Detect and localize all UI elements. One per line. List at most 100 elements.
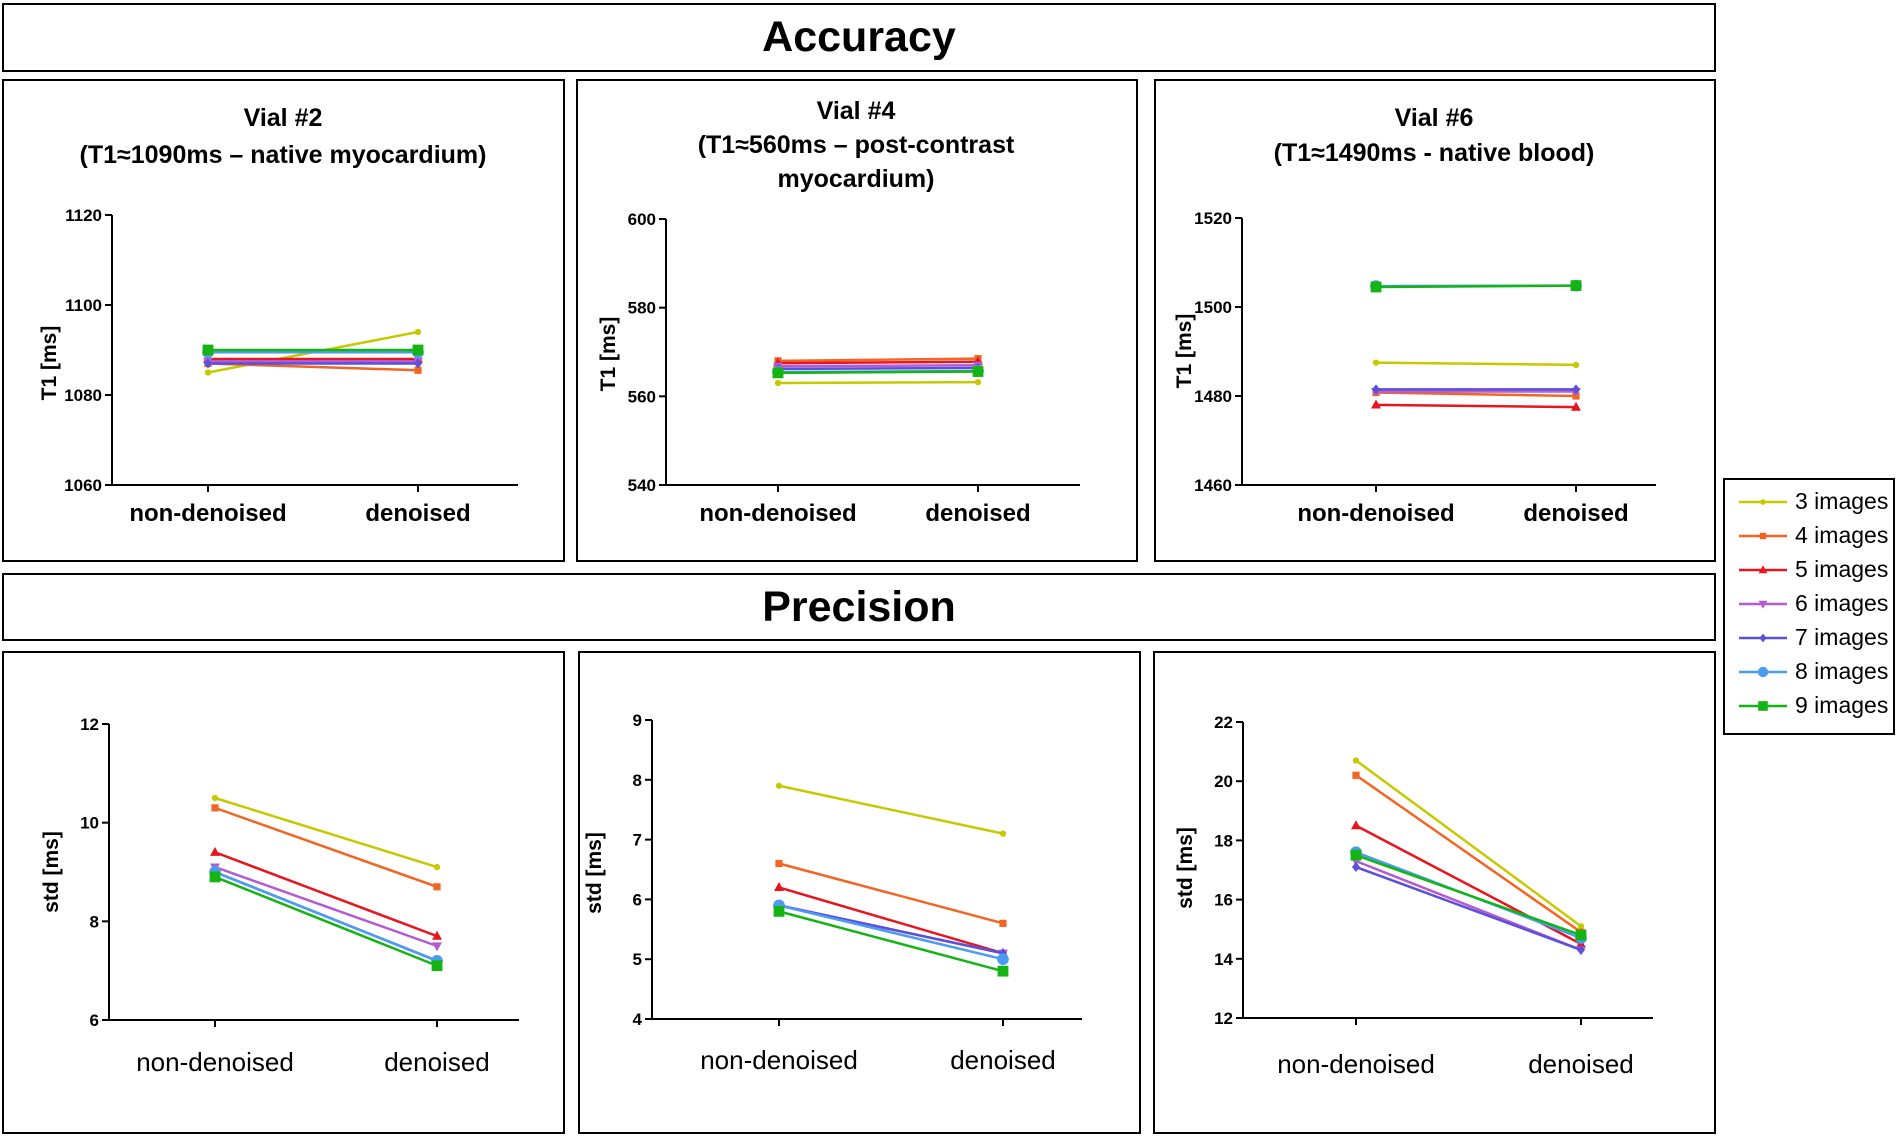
series-line — [778, 784, 1004, 835]
data-point — [1371, 399, 1381, 409]
legend-swatch — [1739, 666, 1787, 678]
x-category-label: non-denoised — [1277, 1049, 1435, 1079]
y-tick-label: 1460 — [1194, 476, 1232, 495]
data-point — [1571, 401, 1581, 411]
data-point — [431, 960, 443, 972]
y-axis-label: std [ms] — [40, 831, 63, 913]
data-point — [211, 804, 219, 812]
y-tick-label: 6 — [90, 1011, 99, 1030]
x-category-label: denoised — [925, 500, 1030, 527]
legend-item: 6 images — [1725, 588, 1895, 618]
series-line — [777, 357, 979, 363]
data-point — [211, 794, 219, 802]
y-tick-label: 1500 — [1194, 298, 1232, 317]
accuracy-banner: Accuracy — [2, 3, 1716, 72]
legend-label: 5 images — [1795, 556, 1889, 582]
data-point — [1352, 771, 1360, 779]
legend-item: 8 images — [1725, 656, 1895, 686]
chart-title-line: Vial #2 — [244, 104, 323, 132]
accuracy-panel-vial-2: Vial #2 (T1≈1090ms – native myocardium) 10… — [2, 79, 565, 562]
data-point — [1370, 281, 1382, 293]
chart-svg: 4 5 6 7 8 9 non-denoised denoised std [ms] — [583, 711, 1082, 1075]
legend-marker — [1757, 666, 1769, 678]
y-tick-label: 9 — [633, 711, 642, 730]
y-tick-label: 14 — [1214, 950, 1233, 969]
y-tick-label: 540 — [628, 476, 656, 495]
data-point — [773, 905, 785, 917]
data-point — [414, 366, 422, 374]
data-point — [997, 953, 1009, 966]
data-point — [974, 378, 982, 386]
legend-label: 3 images — [1795, 488, 1889, 514]
y-tick-label: 600 — [628, 210, 656, 229]
series-line — [778, 862, 1004, 925]
data-point — [1577, 923, 1585, 930]
series-line — [214, 806, 438, 888]
chart-title-line: Vial #4 — [817, 97, 896, 125]
legend-label: 6 images — [1795, 590, 1889, 616]
series-line — [214, 875, 438, 967]
data-point — [1352, 757, 1360, 764]
series-line — [214, 796, 438, 869]
y-tick-label: 16 — [1214, 891, 1233, 910]
chart-title-line: Vial #6 — [1395, 104, 1474, 132]
x-category-label: non-denoised — [1297, 500, 1454, 527]
precision-panel-vial-4: 4 5 6 7 8 9 non-denoised denoised std [ms] — [578, 651, 1141, 1134]
precision-panel-vial-2: 6 8 10 12 non-denoised denoised std [ms] — [2, 651, 565, 1134]
data-point — [413, 358, 423, 369]
data-point — [999, 919, 1007, 927]
series-line — [1375, 284, 1577, 289]
y-axis-label: std [ms] — [1174, 827, 1197, 909]
data-point — [1571, 384, 1581, 395]
chart-svg: Vial #6 (T1≈1490ms - native blood) 1460 148… — [1173, 104, 1656, 527]
legend-item: 3 images — [1725, 486, 1895, 516]
legend-swatch — [1739, 499, 1787, 505]
data-point — [1576, 944, 1586, 955]
y-tick-label: 6 — [633, 890, 642, 909]
y-tick-label: 1480 — [1194, 387, 1232, 406]
data-point — [202, 344, 214, 356]
data-point — [1575, 929, 1587, 941]
chart-svg: Vial #2 (T1≈1090ms – native myocardium) 10… — [38, 104, 518, 527]
legend-label: 4 images — [1795, 522, 1889, 548]
series-line — [777, 364, 979, 368]
y-axis-label: T1 [ms] — [38, 326, 61, 401]
data-point — [772, 367, 784, 379]
x-category-label: denoised — [1528, 1049, 1634, 1079]
series-line — [1355, 865, 1582, 952]
chart-title-line: (T1≈1090ms – native myocardium) — [80, 141, 487, 169]
x-category-label: denoised — [384, 1047, 490, 1077]
x-category-label: non-denoised — [136, 1047, 294, 1077]
legend-label: 8 images — [1795, 658, 1889, 684]
legend-item: 4 images — [1725, 520, 1895, 550]
x-category-label: denoised — [950, 1045, 1056, 1075]
y-tick-label: 12 — [80, 715, 99, 734]
y-tick-label: 10 — [80, 814, 99, 833]
data-point — [203, 358, 213, 369]
data-point — [412, 344, 424, 356]
data-point — [1372, 359, 1380, 366]
chart-title-line: (T1≈1490ms - native blood) — [1274, 139, 1595, 167]
legend-label: 7 images — [1795, 624, 1889, 650]
data-point — [1572, 361, 1580, 368]
series-line — [778, 910, 1004, 973]
data-point — [1570, 280, 1582, 292]
series-line — [1375, 403, 1577, 409]
y-tick-label: 580 — [628, 299, 656, 318]
series-line — [1355, 759, 1582, 928]
chart-svg: Vial #4 (T1≈560ms – post-contrast myocardi… — [597, 97, 1080, 527]
y-tick-label: 8 — [90, 912, 99, 931]
data-point — [433, 883, 441, 891]
data-point — [209, 871, 221, 883]
series-line — [214, 870, 438, 962]
data-point — [999, 830, 1007, 837]
x-category-label: non-denoised — [699, 500, 856, 527]
chart-title-line: (T1≈560ms – post-contrast — [698, 131, 1015, 159]
y-axis-label: T1 [ms] — [1173, 314, 1196, 389]
precision-banner: Precision — [2, 573, 1716, 641]
legend: 3 images 4 images 5 images 6 images 7 im… — [1723, 478, 1895, 735]
chart-svg: 12 14 16 18 20 22 non-denoised denoised std [ms] — [1174, 713, 1653, 1079]
data-point — [997, 965, 1009, 977]
series-line — [777, 380, 979, 385]
data-point — [204, 369, 212, 376]
